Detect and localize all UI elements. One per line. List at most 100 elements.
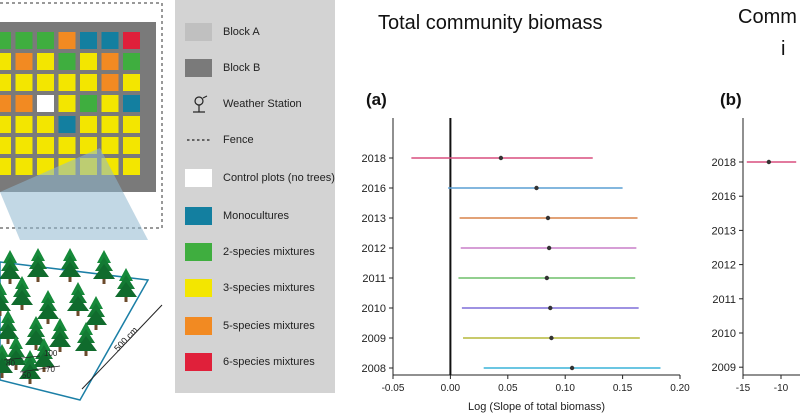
plot-cell [101,116,119,133]
estimate-point-2010 [548,305,553,311]
legend-swatch [185,169,212,187]
tree [0,250,21,284]
fence-line-icon [185,130,212,150]
x-tick-label: 0.20 [670,383,690,394]
weather-station-icon [185,94,212,114]
tree [0,344,13,378]
plot-cell [58,53,76,70]
tree [5,336,27,370]
plot-cell [58,95,76,112]
legend-label: Monocultures [223,210,290,222]
plot-cell [15,95,33,112]
plot-cell [15,53,33,70]
plot-cell [101,74,119,91]
plot-cell [15,158,33,175]
plot-cell [58,116,76,133]
x-tick-label: 0.15 [613,383,633,394]
plot-cell [123,32,140,49]
plot-cell [101,95,119,112]
estimate-point-2008 [569,365,575,371]
tree [85,296,107,330]
plot-cell [123,74,140,91]
plot-cell [123,137,140,154]
legend-label: Block A [223,26,260,38]
estimate-point-2009 [549,335,554,341]
legend-swatch [185,353,212,371]
plot-cell [123,53,140,70]
estimate-point-2016 [534,185,539,191]
plot-cell [15,116,33,133]
plot-cell [58,74,76,91]
estimate-point-2011 [544,275,550,281]
legend-label: Fence [223,134,254,146]
tree [11,276,33,310]
plot-cell [37,53,54,70]
legend-item: Weather Station [185,92,302,116]
plot-cell [101,32,119,49]
dim-70: 70 [46,365,55,374]
experiment-diagram: 500 cm 100 80 70 50 [0,2,163,401]
y-tick-label: 2010 [712,328,736,340]
y-tick-label: 2012 [362,243,386,255]
plot-cell [80,53,97,70]
legend-label: 3-species mixtures [223,282,315,294]
legend-item: Fence [185,128,254,152]
legend-item: 5-species mixtures [185,314,315,338]
plot-cell [37,95,54,112]
plot-cell [123,95,140,112]
x-axis-label: Log (Slope of total biomass) [468,401,605,413]
zoom-projection [0,148,148,240]
plot-cell [80,95,97,112]
plot-cell [37,74,54,91]
tree [93,250,115,284]
chart-a-panel-label: (a) [366,90,387,109]
chart-b-title-line2: i [781,38,786,60]
tree [0,310,19,344]
y-tick-label: 2011 [712,294,736,306]
legend-swatch [185,207,212,225]
legend-swatch [185,279,212,297]
tree [49,318,71,352]
plot-cell [37,137,54,154]
legend-label: Control plots (no trees) [223,172,335,184]
plot-cell [80,32,97,49]
legend-swatch [185,59,212,77]
x-tick-label: 0.10 [555,383,575,394]
tree [59,248,81,282]
plot-cell [80,137,97,154]
plot-cell [80,116,97,133]
x-tick-label: -10 [774,383,789,394]
legend-item: Control plots (no trees) [185,166,335,190]
y-tick-label: 2010 [362,303,386,315]
y-tick-label: 2009 [712,362,736,374]
plot-cell [0,74,11,91]
legend-panel: Block A Block B Weather Station Fence Contro… [175,0,335,393]
tree [27,248,49,282]
tree [67,282,89,316]
plot-cell [37,116,54,133]
plot-cell [37,32,54,49]
tree [33,338,55,372]
plot-cell [101,53,119,70]
x-tick-label: -15 [736,383,751,394]
dim-100: 100 [44,349,58,358]
chart-b-title-line1: Comm [738,6,797,28]
plot-cell [0,95,11,112]
chart-b-panel-label: (b) [720,90,742,109]
x-tick-label: 0.00 [441,383,461,394]
y-tick-label: 2012 [712,260,736,272]
y-tick-label: 2018 [712,157,736,169]
legend-swatch [185,317,212,335]
chart-a-title: Total community biomass [378,12,603,34]
estimate-point-2012 [546,245,552,251]
y-tick-label: 2009 [362,333,386,345]
legend-label: 6-species mixtures [223,356,315,368]
plot-cell [15,74,33,91]
plot-cell [58,32,76,49]
legend-item: 6-species mixtures [185,350,315,374]
x-tick-label: -0.05 [382,383,405,394]
x-tick-label: 0.05 [498,383,518,394]
y-tick-label: 2016 [362,183,386,195]
tree [37,290,59,324]
legend-item: 2-species mixtures [185,240,315,264]
